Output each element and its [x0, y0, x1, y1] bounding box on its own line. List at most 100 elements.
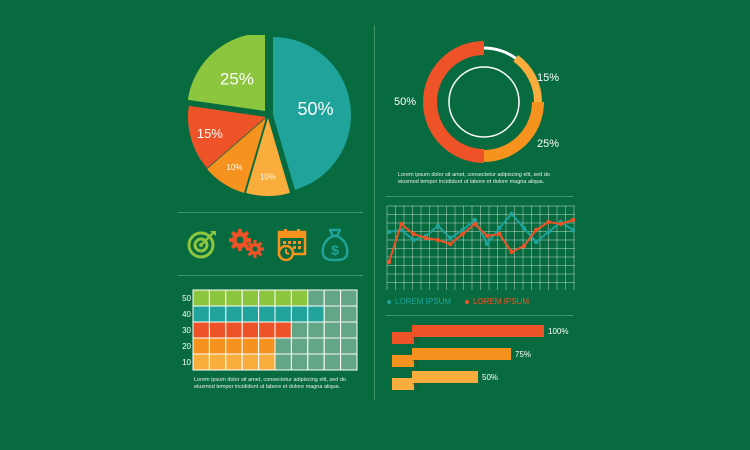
- legend-label-teal: LOREM IPSUM: [395, 297, 452, 306]
- line-point: [423, 235, 428, 241]
- heatmap-cell: [225, 321, 243, 339]
- pie-slice-label: 10%: [226, 163, 242, 172]
- heatmap-cell: [323, 353, 342, 371]
- gears-icon: [229, 229, 264, 258]
- line-point: [534, 239, 539, 245]
- donut-label: 25%: [537, 138, 559, 150]
- donut-inner-ring: [448, 66, 520, 138]
- right-divider-top: [386, 196, 573, 197]
- pie-slice-label: 50%: [297, 99, 333, 119]
- bar: [412, 371, 478, 383]
- line-point: [521, 225, 527, 231]
- heatmap-cell: [274, 353, 292, 371]
- ribbon-bar-chart: 100% 75% 50%: [392, 325, 568, 390]
- line-point: [411, 231, 416, 237]
- heatmap-cell: [274, 305, 292, 323]
- donut-segment: [483, 101, 544, 162]
- donut-segment: [423, 41, 485, 163]
- legend-swatch-red: [465, 299, 470, 304]
- right-divider-bottom: [386, 315, 573, 316]
- heatmap-cell: [208, 353, 227, 371]
- line-point: [435, 223, 441, 229]
- center-divider: [374, 25, 375, 400]
- line-point: [460, 227, 465, 233]
- pie-slice-label: 25%: [220, 70, 254, 89]
- line-point: [558, 221, 563, 227]
- heatmap-cell: [340, 305, 358, 323]
- heatmap-cell: [340, 289, 358, 307]
- heatmap-cell: [241, 353, 260, 371]
- heatmap-cell: [208, 305, 227, 323]
- bar-label: 50%: [482, 373, 498, 382]
- heatmap-cell: [241, 321, 260, 339]
- heatmap-cell: [208, 289, 227, 307]
- line-point: [472, 217, 478, 223]
- legend-label-red: LOREM IPSUM: [473, 297, 530, 306]
- heatmap-cell: [340, 353, 358, 371]
- line-point: [546, 229, 551, 235]
- left-divider-bottom: [178, 275, 363, 276]
- heatmap-row-label: 50: [182, 294, 191, 303]
- line-series: [388, 212, 574, 246]
- heatmap-cell: [258, 321, 276, 339]
- line-point: [435, 237, 441, 243]
- heatmap-cell: [192, 305, 210, 323]
- heatmap-cell: [258, 305, 276, 323]
- line-point: [570, 227, 576, 233]
- pie-slice: [188, 105, 266, 169]
- line-point: [534, 227, 539, 233]
- pie-slice-label: 15%: [197, 126, 223, 141]
- svg-text:$: $: [331, 242, 339, 258]
- heatmap-cell: [258, 289, 276, 307]
- bar: [412, 325, 544, 337]
- heatmap-cell: [290, 353, 309, 371]
- donut-label: 15%: [537, 72, 559, 84]
- line-point: [484, 233, 490, 239]
- heatmap-row-label: 30: [182, 326, 191, 335]
- bar-fold: [392, 378, 414, 390]
- line-point: [386, 259, 392, 265]
- target-icon: [187, 231, 216, 259]
- heatmap-cell: [208, 321, 227, 339]
- heatmap-cell: [192, 353, 210, 371]
- donut-caption: Lorem ipsum dolor sit amet, consectetur …: [398, 172, 550, 185]
- heatmap-cell: [225, 289, 243, 307]
- pie-slice: [187, 35, 265, 111]
- bar-fold: [392, 355, 414, 367]
- line-point: [521, 243, 527, 249]
- line-chart: [386, 205, 576, 290]
- bar-fold-shadow: [412, 360, 418, 367]
- heatmap-cell: [274, 321, 292, 339]
- bar-fold: [392, 332, 414, 344]
- heatmap-cell: [208, 337, 227, 355]
- heatmap-cell: [340, 321, 358, 339]
- bar-fold-shadow: [412, 383, 418, 390]
- heatmap-cell: [274, 289, 292, 307]
- pie-slice: [246, 118, 290, 197]
- line-point: [497, 225, 502, 231]
- left-divider-top: [178, 212, 363, 213]
- donut-segment: [513, 55, 542, 103]
- line-point: [460, 231, 465, 237]
- line-point: [386, 229, 392, 235]
- heatmap-cell: [258, 353, 276, 371]
- bar-label: 75%: [515, 350, 531, 359]
- heatmap-cell: [290, 337, 309, 355]
- bar-label: 100%: [548, 327, 568, 336]
- heatmap-cell: [192, 289, 210, 307]
- pie-slice-label: 10%: [260, 172, 276, 181]
- line-point: [399, 221, 404, 227]
- heatmap-row-label: 10: [182, 358, 191, 367]
- line-point: [484, 241, 490, 247]
- heatmap-cell: [225, 337, 243, 355]
- line-point: [411, 237, 416, 243]
- heatmap-cell: [241, 337, 260, 355]
- heatmap-cell: [307, 337, 325, 355]
- line-point: [509, 249, 514, 255]
- heatmap-cell: [307, 321, 325, 339]
- heatmap-cell: [241, 289, 260, 307]
- line-series: [388, 219, 574, 263]
- heatmap-cell: [290, 321, 309, 339]
- line-point: [448, 235, 453, 241]
- donut-label: 50%: [394, 96, 416, 108]
